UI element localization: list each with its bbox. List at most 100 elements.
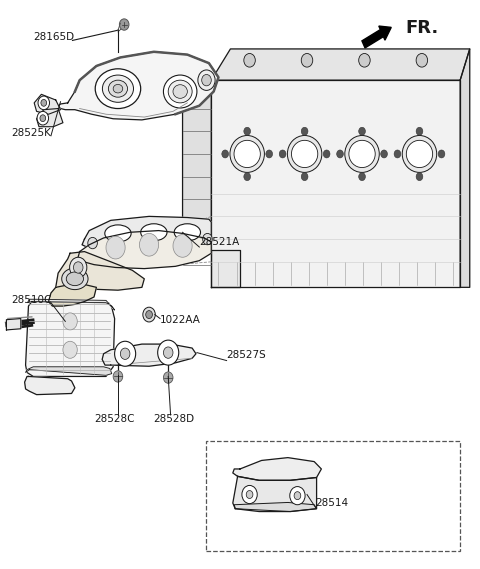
- Circle shape: [146, 311, 153, 319]
- Ellipse shape: [288, 135, 322, 172]
- Polygon shape: [72, 230, 211, 269]
- Text: 28528D: 28528D: [153, 414, 194, 424]
- Ellipse shape: [345, 135, 379, 172]
- Circle shape: [198, 70, 215, 90]
- Ellipse shape: [141, 224, 167, 241]
- Circle shape: [163, 372, 173, 384]
- Circle shape: [113, 371, 123, 382]
- Circle shape: [279, 150, 286, 158]
- Circle shape: [244, 172, 251, 180]
- Ellipse shape: [62, 268, 88, 290]
- Polygon shape: [25, 302, 115, 377]
- Circle shape: [63, 313, 77, 330]
- Polygon shape: [82, 216, 211, 251]
- Ellipse shape: [406, 141, 432, 168]
- Circle shape: [37, 112, 48, 125]
- Circle shape: [394, 150, 401, 158]
- Circle shape: [63, 341, 77, 358]
- Circle shape: [222, 150, 228, 158]
- Polygon shape: [24, 377, 75, 395]
- Circle shape: [38, 96, 49, 110]
- Polygon shape: [6, 319, 21, 330]
- Circle shape: [163, 347, 173, 358]
- Text: 28514: 28514: [316, 498, 349, 508]
- Ellipse shape: [105, 225, 131, 242]
- FancyArrow shape: [362, 26, 391, 48]
- Ellipse shape: [291, 141, 318, 168]
- Text: 28525K: 28525K: [11, 128, 51, 138]
- Ellipse shape: [95, 69, 141, 109]
- Circle shape: [290, 486, 305, 505]
- Circle shape: [244, 53, 255, 67]
- Circle shape: [70, 257, 87, 278]
- Polygon shape: [34, 94, 60, 114]
- Circle shape: [40, 115, 46, 122]
- Circle shape: [242, 485, 257, 504]
- Circle shape: [359, 53, 370, 67]
- Circle shape: [157, 340, 179, 365]
- Polygon shape: [182, 80, 211, 262]
- Ellipse shape: [230, 135, 264, 172]
- Polygon shape: [211, 250, 240, 287]
- Circle shape: [381, 150, 387, 158]
- Circle shape: [73, 262, 83, 273]
- Circle shape: [120, 348, 130, 360]
- Polygon shape: [27, 299, 115, 310]
- Ellipse shape: [102, 75, 133, 102]
- Text: 28527S: 28527S: [227, 351, 266, 360]
- Polygon shape: [233, 457, 322, 480]
- Circle shape: [359, 127, 365, 135]
- Circle shape: [41, 100, 47, 106]
- Polygon shape: [25, 367, 112, 376]
- Text: FR.: FR.: [405, 19, 438, 37]
- Circle shape: [359, 172, 365, 180]
- Circle shape: [140, 233, 158, 256]
- Circle shape: [301, 127, 308, 135]
- Circle shape: [301, 53, 313, 67]
- Ellipse shape: [234, 141, 260, 168]
- Ellipse shape: [174, 224, 201, 241]
- Circle shape: [203, 233, 212, 245]
- Circle shape: [244, 127, 251, 135]
- Circle shape: [336, 150, 343, 158]
- Text: 28521A: 28521A: [199, 237, 240, 247]
- Circle shape: [120, 19, 129, 30]
- Ellipse shape: [113, 84, 123, 93]
- Circle shape: [202, 75, 211, 86]
- Circle shape: [266, 150, 273, 158]
- Circle shape: [143, 307, 156, 322]
- Polygon shape: [233, 476, 317, 512]
- Circle shape: [438, 150, 445, 158]
- Polygon shape: [211, 49, 470, 80]
- Circle shape: [246, 490, 253, 498]
- Polygon shape: [48, 284, 96, 306]
- Text: 28510C: 28510C: [11, 295, 51, 304]
- Circle shape: [323, 150, 330, 158]
- Ellipse shape: [349, 141, 375, 168]
- Circle shape: [173, 234, 192, 257]
- Polygon shape: [211, 80, 460, 287]
- Circle shape: [294, 492, 301, 500]
- Bar: [206, 440, 460, 551]
- Ellipse shape: [168, 80, 192, 103]
- Polygon shape: [56, 251, 144, 290]
- Polygon shape: [36, 109, 63, 127]
- Text: 28528C: 28528C: [94, 414, 134, 424]
- Circle shape: [416, 172, 423, 180]
- Ellipse shape: [173, 85, 187, 98]
- Circle shape: [115, 341, 136, 366]
- Ellipse shape: [163, 75, 197, 108]
- Polygon shape: [58, 52, 218, 120]
- Polygon shape: [102, 344, 196, 366]
- Ellipse shape: [66, 272, 84, 286]
- Circle shape: [416, 53, 428, 67]
- Ellipse shape: [402, 135, 437, 172]
- Text: 1022AA: 1022AA: [159, 315, 201, 324]
- Circle shape: [88, 237, 97, 249]
- Polygon shape: [234, 502, 317, 512]
- Ellipse shape: [108, 80, 128, 97]
- Circle shape: [106, 236, 125, 259]
- Polygon shape: [460, 49, 470, 287]
- Circle shape: [416, 127, 423, 135]
- Circle shape: [301, 172, 308, 180]
